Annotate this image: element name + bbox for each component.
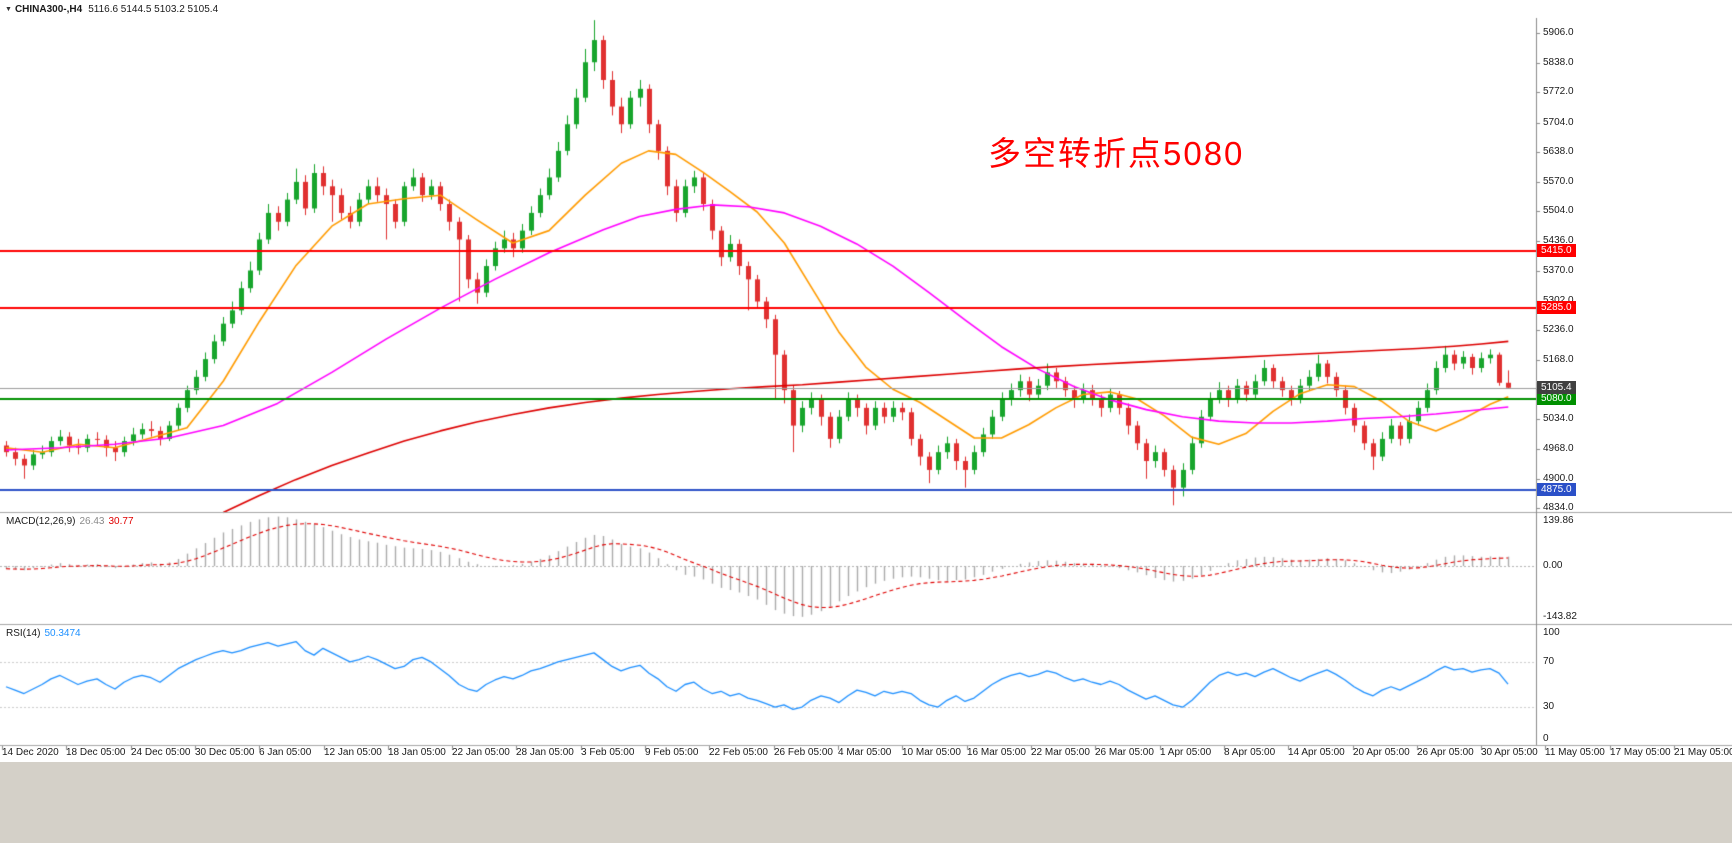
rsi-axis-label: 70: [1543, 656, 1555, 667]
time-axis-label: 22 Mar 05:00: [1031, 747, 1090, 758]
price-axis-label: 5704.0: [1543, 117, 1574, 128]
macd-indicator-label: MACD(12,26,9) 26.43 30.77: [6, 516, 138, 527]
macd-axis-label: -143.82: [1543, 611, 1577, 622]
level-price-tag: 5080.0: [1537, 392, 1576, 405]
macd-main-value: 26.43: [79, 516, 105, 527]
price-axis-label: 5906.0: [1543, 27, 1574, 38]
price-axis-label: 5838.0: [1543, 57, 1574, 68]
price-axis-label: 5236.0: [1543, 324, 1574, 335]
time-axis-label: 6 Jan 05:00: [259, 747, 312, 758]
time-axis-label: 26 Mar 05:00: [1095, 747, 1154, 758]
time-axis-label: 8 Apr 05:00: [1224, 747, 1276, 758]
time-axis-label: 16 Mar 05:00: [967, 747, 1026, 758]
macd-name: MACD(12,26,9): [6, 516, 76, 527]
time-axis-label: 10 Mar 05:00: [902, 747, 961, 758]
price-axis-label: 5302.0: [1543, 295, 1574, 306]
time-axis-label: 1 Apr 05:00: [1160, 747, 1212, 758]
time-axis-label: 3 Feb 05:00: [581, 747, 635, 758]
price-axis-label: 4900.0: [1543, 473, 1574, 484]
macd-signal-value: 30.77: [108, 516, 134, 527]
price-axis-label: 5570.0: [1543, 176, 1574, 187]
time-axis-label: 14 Dec 2020: [2, 747, 59, 758]
rsi-name: RSI(14): [6, 628, 41, 639]
collapse-triangle-icon[interactable]: ▼: [5, 6, 12, 13]
chart-canvas[interactable]: [0, 0, 1732, 762]
rsi-indicator-label: RSI(14) 50.3474: [6, 628, 85, 639]
time-axis-label: 26 Feb 05:00: [774, 747, 833, 758]
price-axis[interactable]: 5906.0 5838.0 5772.0 5704.0 5638.0 5570.0 5504…: [1536, 0, 1732, 762]
ohlc-values: 5116.6 5144.5 5103.2 5105.4: [88, 4, 219, 15]
time-axis-label: 11 May 05:00: [1545, 747, 1605, 758]
rsi-axis-label: 0: [1543, 733, 1549, 744]
time-axis-label: 17 May 05:00: [1610, 747, 1671, 758]
rsi-axis-label: 100: [1543, 627, 1560, 638]
level-price-tag: 4875.0: [1537, 483, 1576, 496]
price-axis-label: 5638.0: [1543, 146, 1574, 157]
price-axis-label: 5168.0: [1543, 354, 1574, 365]
time-axis-label: 20 Apr 05:00: [1353, 747, 1410, 758]
level-price-tag: 5415.0: [1537, 244, 1576, 257]
price-axis-label: 5504.0: [1543, 205, 1574, 216]
time-axis[interactable]: 14 Dec 2020 18 Dec 05:00 24 Dec 05:00 30 De…: [0, 745, 1732, 762]
price-axis-label: 5772.0: [1543, 86, 1574, 97]
symbol-period-label: CHINA300-,H4: [14, 4, 83, 15]
time-axis-label: 30 Dec 05:00: [195, 747, 255, 758]
time-axis-label: 24 Dec 05:00: [131, 747, 191, 758]
time-axis-label: 22 Feb 05:00: [709, 747, 768, 758]
price-axis-label: 5436.0: [1543, 235, 1574, 246]
level-price-tag: 5285.0: [1537, 301, 1576, 314]
chart-header: ▼ CHINA300-,H4 5116.6 5144.5 5103.2 5105.4: [5, 4, 218, 15]
time-axis-label: 26 Apr 05:00: [1417, 747, 1474, 758]
price-axis-label: 5370.0: [1543, 265, 1574, 276]
time-axis-label: 14 Apr 05:00: [1288, 747, 1345, 758]
time-axis-label: 18 Dec 05:00: [66, 747, 126, 758]
price-axis-label: 4834.0: [1543, 502, 1574, 513]
time-axis-label: 22 Jan 05:00: [452, 747, 510, 758]
time-axis-label: 21 May 05:00: [1674, 747, 1732, 758]
rsi-value: 50.3474: [44, 628, 81, 639]
time-axis-label: 9 Feb 05:00: [645, 747, 699, 758]
price-axis-label: 4968.0: [1543, 443, 1574, 454]
window-bottom-strip: [0, 762, 1732, 843]
annotation-text[interactable]: 多空转折点5080: [988, 135, 1245, 172]
time-axis-label: 30 Apr 05:00: [1481, 747, 1538, 758]
rsi-axis-label: 30: [1543, 701, 1555, 712]
macd-axis-label: 139.86: [1543, 515, 1574, 526]
price-axis-label: 5034.0: [1543, 413, 1574, 424]
macd-axis-label: 0.00: [1543, 560, 1563, 571]
time-axis-label: 28 Jan 05:00: [516, 747, 574, 758]
current-price-tag: 5105.4: [1537, 381, 1576, 394]
time-axis-label: 18 Jan 05:00: [388, 747, 446, 758]
time-axis-label: 12 Jan 05:00: [324, 747, 382, 758]
time-axis-label: 4 Mar 05:00: [838, 747, 892, 758]
